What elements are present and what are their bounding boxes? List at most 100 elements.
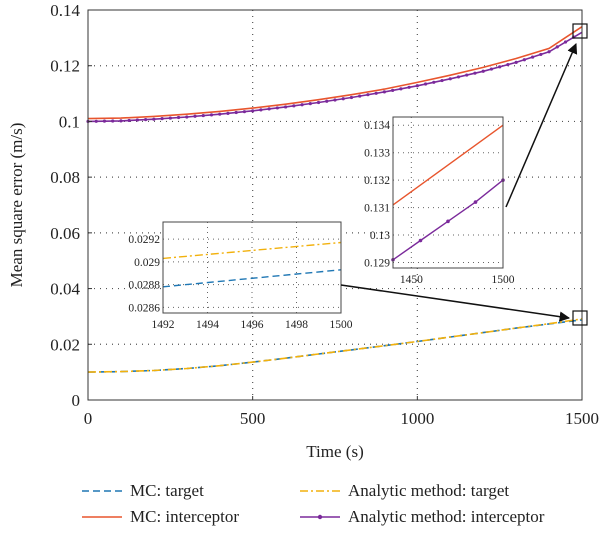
inset-y-tick-label: 0.13 <box>370 230 390 242</box>
inset-series-marker <box>418 238 423 243</box>
x-tick-label: 1500 <box>565 409 599 428</box>
series-marker-3 <box>176 115 181 120</box>
series-marker-3 <box>547 50 551 54</box>
series-marker-3 <box>160 117 164 121</box>
legend-marker-3 <box>317 514 323 520</box>
series-marker-3 <box>144 118 148 122</box>
series-marker-3 <box>168 116 172 120</box>
series-marker-3 <box>201 113 205 118</box>
inset-x-tick-label: 1498 <box>285 319 308 331</box>
inset-y-tick-label: 0.129 <box>364 258 390 270</box>
main-tick-labels: 0 500 1000 1500 0 0.02 0.04 0.06 0.08 0.1 0.12 0.14 <box>50 1 599 428</box>
y-tick-label: 0.02 <box>50 335 80 354</box>
y-tick-label: 0.14 <box>50 1 80 20</box>
series-marker-3 <box>341 97 345 101</box>
series-marker-3 <box>481 69 485 73</box>
zoom-box-target <box>572 310 588 326</box>
series-marker-3 <box>415 84 419 88</box>
series-marker-3 <box>242 110 247 114</box>
inset-series-marker <box>446 219 450 224</box>
legend-label-2: Analytic method: target <box>348 481 509 500</box>
series-marker-3 <box>333 98 337 102</box>
inset-frame <box>162 221 342 314</box>
main-series-layer <box>86 26 583 373</box>
series-marker-3 <box>259 108 263 112</box>
series-marker-3 <box>316 100 321 105</box>
series-marker-3 <box>209 113 214 117</box>
inset-y-tick-label: 0.132 <box>364 175 390 187</box>
series-line-1 <box>87 26 583 120</box>
inset-y-tick-label: 0.0288 <box>128 280 160 292</box>
callout-arrow-target <box>340 284 571 322</box>
series-marker-3 <box>498 65 502 69</box>
inset-y-tick-label: 0.029 <box>134 257 160 269</box>
x-tick-label: 1000 <box>400 409 434 428</box>
y-tick-label: 0.08 <box>50 168 80 187</box>
series-marker-3 <box>514 60 518 64</box>
inset-x-tick-label: 1494 <box>196 319 219 331</box>
series-marker-3 <box>226 111 230 115</box>
series-marker-3 <box>300 103 304 107</box>
legend: MC: target MC: interceptor Analytic method… <box>82 481 545 526</box>
series-marker-3 <box>102 119 107 123</box>
inset-y-tick-label: 0.133 <box>364 148 390 160</box>
series-marker-3 <box>506 63 510 67</box>
legend-label-1: MC: interceptor <box>130 507 239 526</box>
series-marker-3 <box>391 88 395 92</box>
series-marker-3 <box>185 115 189 119</box>
y-tick-label: 0 <box>72 391 81 410</box>
y-tick-label: 0.12 <box>50 57 80 76</box>
series-marker-3 <box>193 114 197 118</box>
inset-series-marker <box>473 200 478 204</box>
series-marker-3 <box>218 112 222 116</box>
series-marker-3 <box>349 95 354 100</box>
main-plot-frame <box>87 9 583 401</box>
series-marker-3 <box>448 77 452 81</box>
series-marker-3 <box>440 78 444 83</box>
series-marker-3 <box>366 93 370 97</box>
legend-label-3: Analytic method: interceptor <box>348 507 545 526</box>
series-marker-3 <box>127 118 131 123</box>
inset-x-tick-label: 1496 <box>241 319 264 331</box>
series-marker-3 <box>456 75 461 79</box>
main-grid <box>88 10 582 400</box>
series-marker-3 <box>465 73 469 77</box>
series-marker-3 <box>325 99 329 103</box>
inset-y-tick-label: 0.0292 <box>128 234 160 246</box>
y-tick-label: 0.06 <box>50 224 80 243</box>
x-tick-label: 0 <box>84 409 93 428</box>
inset-x-tick-label: 1500 <box>330 319 353 331</box>
inset-series-line-0 <box>392 124 504 206</box>
inset-series-line-1 <box>162 269 342 288</box>
series-marker-3 <box>432 80 436 84</box>
series-marker-3 <box>152 117 156 121</box>
inset-target-zoom: 0.0286 0.0288 0.029 0.0292 1492 1494 1496 1498 1… <box>128 221 353 331</box>
inset-x-tick-label: 1500 <box>492 274 515 286</box>
series-marker-3 <box>399 87 403 91</box>
inset-y-tick-label: 0.0286 <box>128 302 160 314</box>
inset-series-line-0 <box>162 241 342 260</box>
series-marker-3 <box>308 102 312 106</box>
legend-label-0: MC: target <box>130 481 204 500</box>
series-marker-3 <box>522 58 526 62</box>
series-marker-3 <box>531 55 535 59</box>
series-marker-3 <box>407 85 411 89</box>
series-marker-3 <box>374 91 378 95</box>
inset-frame <box>392 116 504 269</box>
y-axis-label: Mean square error (m/s) <box>7 123 26 288</box>
inset-interceptor-zoom: 0.129 0.13 0.131 0.132 0.133 0.134 1450 1500 <box>364 116 515 286</box>
y-tick-label: 0.1 <box>59 112 80 131</box>
series-marker-3 <box>267 107 271 111</box>
inset-y-tick-label: 0.131 <box>364 203 390 215</box>
series-marker-3 <box>423 82 428 86</box>
series-marker-3 <box>94 119 98 123</box>
series-marker-3 <box>251 109 255 113</box>
x-axis-label: Time (s) <box>306 442 363 461</box>
y-tick-label: 0.04 <box>50 280 80 299</box>
series-marker-3 <box>473 71 477 75</box>
series-marker-3 <box>234 110 238 115</box>
series-marker-3 <box>275 106 279 110</box>
series-line-3 <box>87 31 583 123</box>
inset-x-tick-label: 1492 <box>152 319 175 331</box>
